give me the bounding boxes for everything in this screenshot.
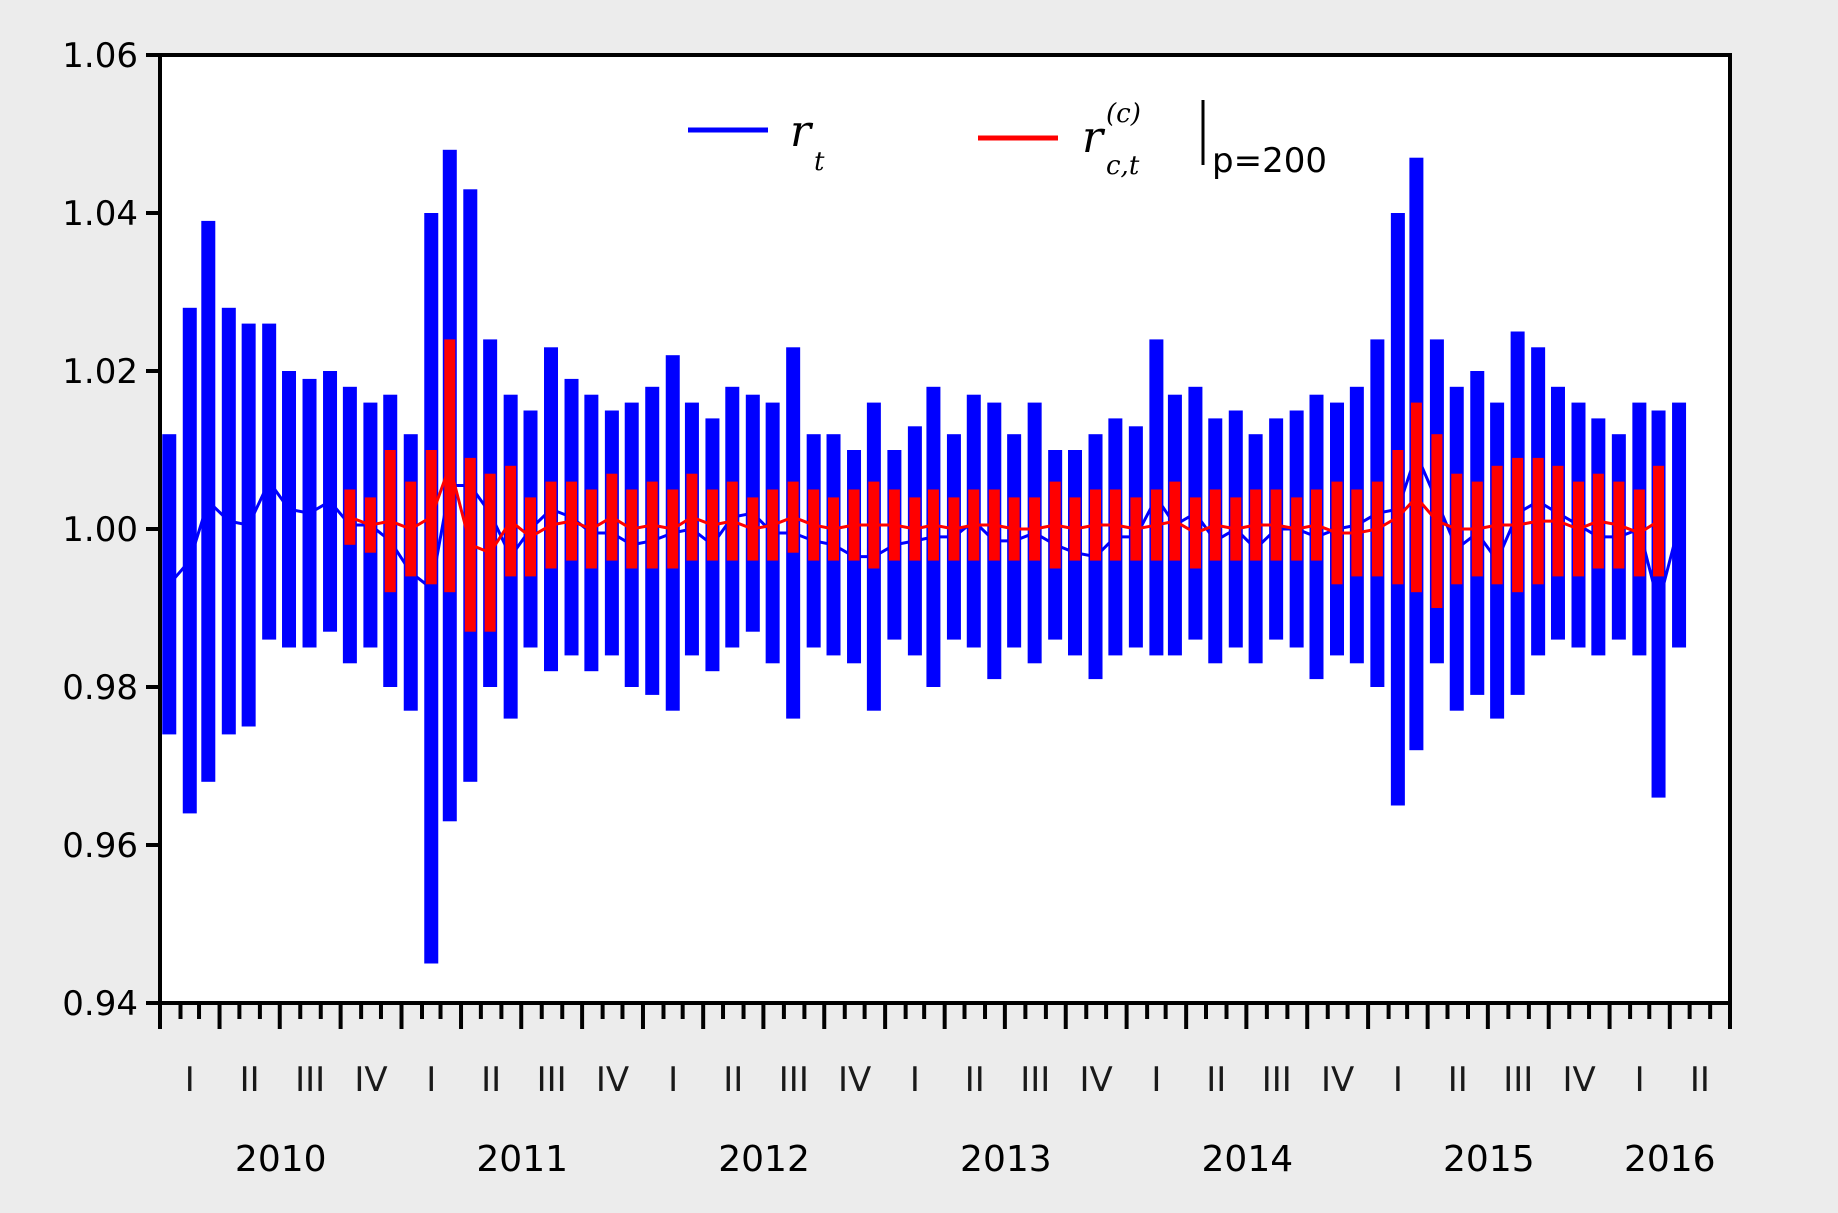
x-quarter-label: I	[910, 1060, 920, 1100]
x-quarter-label: IV	[1321, 1060, 1354, 1100]
y-tick-label: 1.02	[62, 352, 138, 392]
series-1-range-mark	[162, 434, 177, 735]
legend-condition-series-2: p=200	[1212, 141, 1327, 181]
series-group	[162, 149, 1687, 964]
x-year-label: 2015	[1443, 1139, 1535, 1180]
series-2-line	[349, 460, 1660, 555]
y-tick-label: 1.00	[62, 510, 138, 550]
x-quarter-label: III	[1262, 1060, 1292, 1100]
x-year-label: 2013	[960, 1139, 1052, 1180]
y-axis: 0.94 0.96 0.98 1.00 1.02 1.04 1.06	[62, 36, 160, 1024]
x-quarter-label: III	[537, 1060, 567, 1100]
y-tick-label: 1.06	[62, 36, 138, 76]
x-quarter-label: IV	[1563, 1060, 1596, 1100]
x-year-label: 2012	[718, 1139, 810, 1180]
x-quarter-label: II	[1206, 1060, 1226, 1100]
legend-sub-series-1: t	[814, 147, 825, 177]
x-quarter-label: IV	[596, 1060, 629, 1100]
x-quarter-label: I	[668, 1060, 678, 1100]
x-quarter-label: I	[1151, 1060, 1161, 1100]
x-year-label: 2011	[476, 1139, 568, 1180]
y-tick-label: 0.94	[62, 984, 138, 1024]
x-quarter-label: III	[779, 1060, 809, 1100]
x-year-label: 2010	[235, 1139, 327, 1180]
x-quarter-label: I	[1393, 1060, 1403, 1100]
x-axis: I II III IV I II III IV I II III IV I II III IV I II III IV…	[158, 1003, 1732, 1180]
x-quarter-label: III	[295, 1060, 325, 1100]
x-quarter-label: II	[965, 1060, 985, 1100]
x-quarter-label: I	[426, 1060, 436, 1100]
x-quarter-label: III	[1503, 1060, 1533, 1100]
y-tick-label: 0.96	[62, 826, 138, 866]
x-quarter-label: II	[723, 1060, 743, 1100]
x-quarter-label: I	[1635, 1060, 1645, 1100]
legend-label-series-2: r	[1082, 112, 1106, 163]
legend: r t r (c) c,t p=200	[688, 99, 1327, 181]
x-quarter-label: II	[1448, 1060, 1468, 1100]
x-quarter-label: I	[185, 1060, 195, 1100]
series-2	[344, 339, 1665, 632]
y-tick-label: 0.98	[62, 668, 138, 708]
x-year-label: 2014	[1202, 1139, 1294, 1180]
x-quarter-label: III	[1020, 1060, 1050, 1100]
series-1-line	[168, 449, 1681, 605]
x-quarter-label: II	[481, 1060, 501, 1100]
x-quarter-label: IV	[354, 1060, 387, 1100]
x-quarter-label: II	[1690, 1060, 1710, 1100]
legend-sup-series-2: (c)	[1106, 99, 1141, 129]
legend-sub-series-2: c,t	[1106, 151, 1140, 181]
legend-label-series-1: r	[790, 106, 814, 157]
x-year-label: 2016	[1624, 1139, 1716, 1180]
y-tick-label: 1.04	[62, 194, 138, 234]
x-quarter-label: II	[240, 1060, 260, 1100]
x-quarter-label: IV	[838, 1060, 871, 1100]
x-quarter-label: IV	[1080, 1060, 1113, 1100]
